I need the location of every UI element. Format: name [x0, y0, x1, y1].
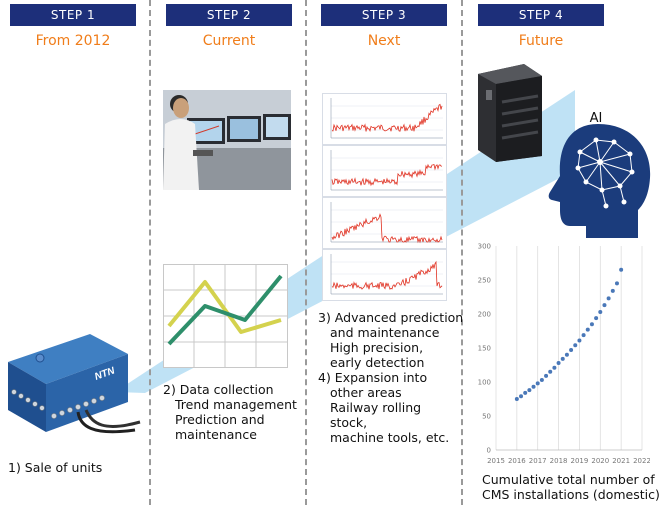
operator-monitoring-photo [163, 90, 291, 190]
data-point [544, 373, 549, 378]
data-point [531, 384, 536, 389]
data-point [589, 322, 594, 327]
x-tick-label: 2022 [633, 457, 650, 465]
data-point [581, 333, 586, 338]
x-tick-label: 2020 [591, 457, 609, 465]
vibration-chart-1 [322, 93, 447, 145]
step-2-tab: STEP 2 [166, 4, 292, 26]
data-point [552, 365, 557, 370]
vibration-chart-4 [322, 249, 447, 301]
divider-3 [461, 0, 463, 505]
step-4-caption: Cumulative total number of CMS installat… [482, 472, 660, 502]
data-point [519, 394, 524, 399]
step-1-text: 1) Sale of units [8, 460, 103, 475]
data-point [598, 309, 603, 314]
data-point [556, 360, 561, 365]
trend-line-green [167, 274, 283, 346]
vibration-chart-2 [322, 145, 447, 197]
data-point [523, 390, 528, 395]
y-tick-label: 50 [482, 413, 491, 421]
data-point [614, 281, 619, 286]
data-point [548, 369, 553, 374]
step-3-text: 3) Advanced prediction and maintenance H… [318, 310, 464, 445]
data-point [564, 352, 569, 357]
data-point [606, 296, 611, 301]
divider-1 [149, 0, 151, 505]
x-tick-label: 2019 [571, 457, 589, 465]
step-3-period: Next [367, 33, 401, 49]
step-3-tab: STEP 3 [321, 4, 447, 26]
step-2-period: Current [202, 33, 256, 49]
data-point [514, 397, 519, 401]
y-tick-label: 250 [478, 277, 491, 285]
data-point [585, 327, 590, 332]
data-point [577, 338, 582, 343]
y-tick-label: 150 [478, 345, 491, 353]
data-point [594, 316, 599, 321]
x-tick-label: 2015 [487, 457, 505, 465]
data-point [569, 348, 574, 353]
ai-head-icon: AI [548, 111, 651, 238]
data-point [619, 267, 624, 272]
cms-unit-illustration: NTN [8, 334, 141, 434]
cms-installations-chart: 2015 2016 2017 2018 2019 2020 2021 2022 0 50 100 15… [478, 243, 650, 466]
data-point [527, 388, 532, 393]
ai-label: AI [590, 111, 603, 126]
data-point [610, 288, 615, 293]
step-1-tab: STEP 1 [10, 4, 136, 26]
y-tick-label: 0 [487, 447, 491, 455]
step-4-tab: STEP 4 [478, 4, 604, 26]
divider-2 [305, 0, 307, 505]
data-point [539, 377, 544, 382]
step-1-period: From 2012 [35, 33, 111, 49]
x-tick-label: 2017 [529, 457, 547, 465]
trend-line-yellow [167, 280, 282, 334]
computer-tower-icon [478, 64, 542, 162]
x-tick-label: 2016 [508, 457, 526, 465]
data-point [573, 343, 578, 348]
y-tick-label: 100 [478, 379, 491, 387]
data-point [535, 381, 540, 386]
step-2-text: 2) Data collection Trend management Pred… [163, 382, 297, 442]
vibration-chart-3 [322, 197, 447, 249]
step-4-period: Future [518, 33, 564, 49]
x-tick-label: 2021 [612, 457, 630, 465]
y-tick-label: 300 [478, 243, 491, 251]
x-tick-label: 2018 [550, 457, 568, 465]
trend-chart [163, 264, 288, 368]
data-point [560, 356, 565, 361]
data-point [602, 303, 607, 308]
y-tick-label: 200 [478, 311, 491, 319]
